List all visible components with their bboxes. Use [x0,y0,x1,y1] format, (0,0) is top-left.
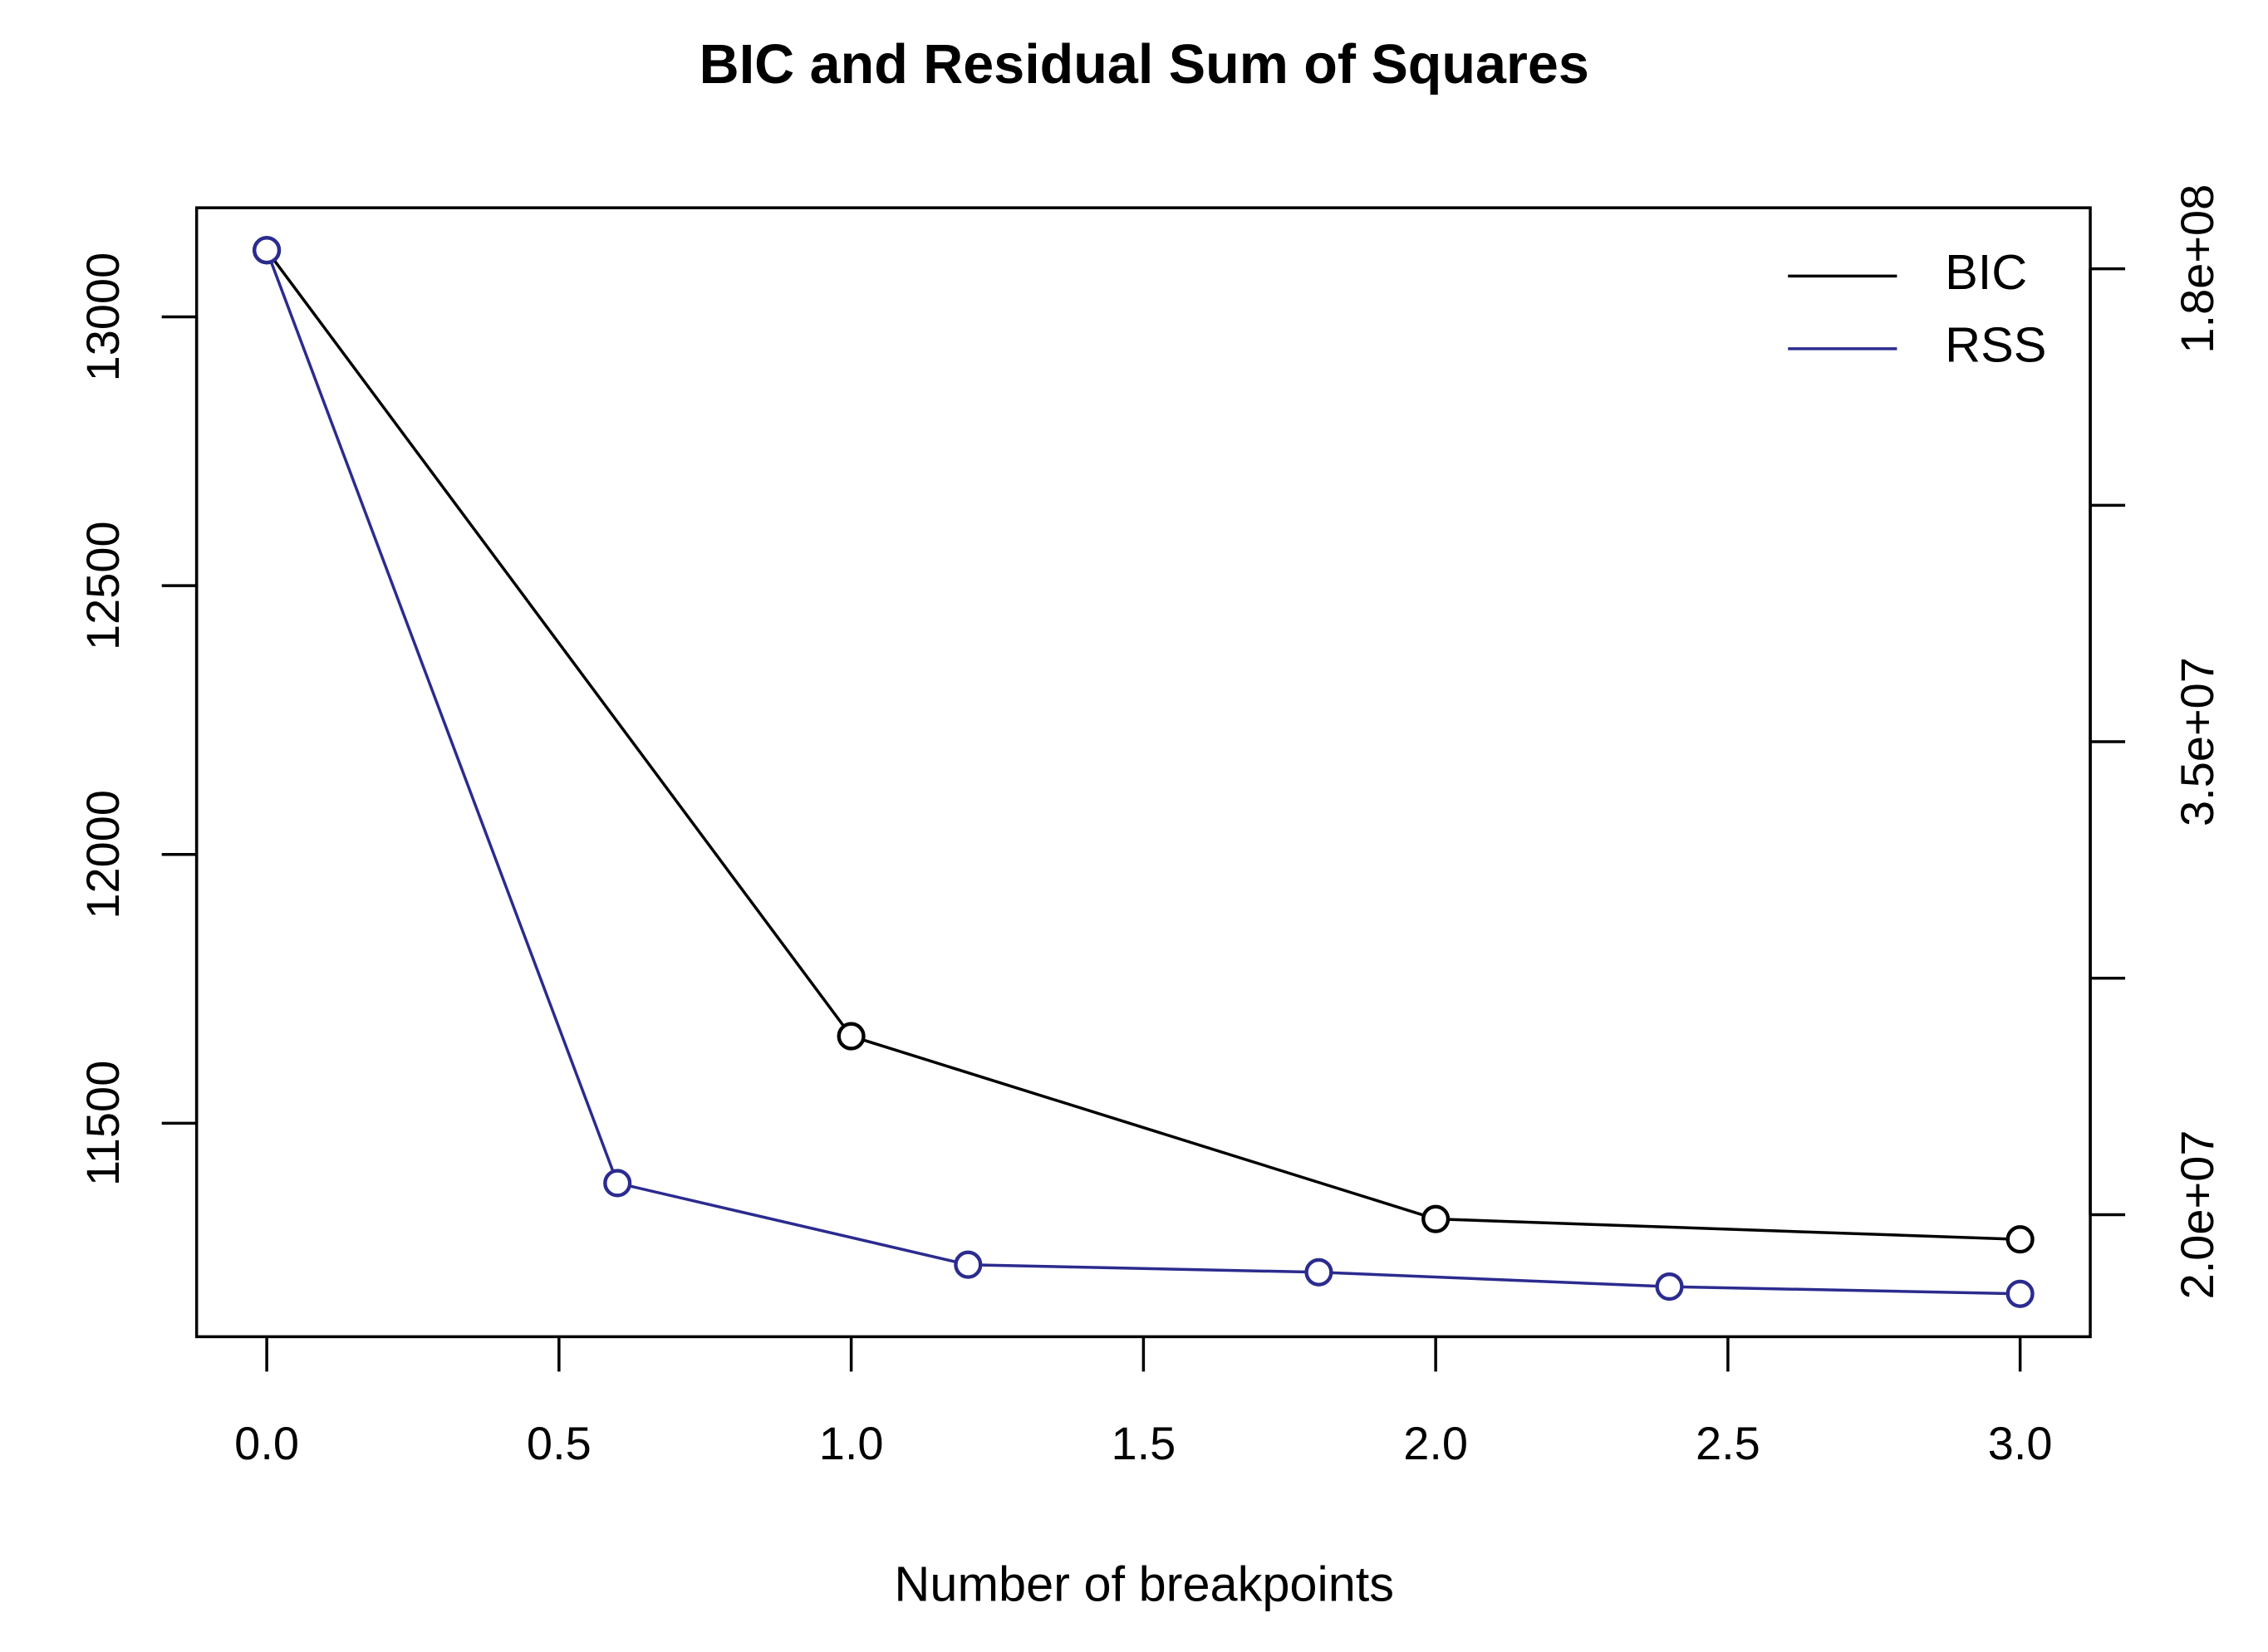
y-tick-label: 12000 [76,790,129,919]
x-tick-label: 1.0 [819,1417,884,1469]
y-tick-label: 13000 [76,252,129,382]
x-tick-label: 3.0 [1988,1417,2053,1469]
x-tick-label: 1.5 [1111,1417,1176,1469]
data-point [954,1250,983,1279]
data-point [1655,1272,1684,1302]
data-point [603,1169,632,1198]
data-point [837,1022,866,1051]
legend-label: RSS [1945,317,2046,373]
y2-tick-label: 3.5e+07 [2171,657,2223,826]
y2-tick-label: 2.0e+07 [2171,1130,2223,1300]
series-line [265,249,2020,1241]
x-axis-label: Number of breakpoints [894,1556,1394,1612]
y-tick-label: 11500 [76,1061,129,1186]
y-tick-label: 12500 [76,521,129,650]
data-point [253,236,282,265]
x-tick-label: 0.0 [234,1417,299,1469]
x-tick-label: 2.5 [1696,1417,1760,1469]
legend-label: BIC [1945,244,2027,300]
data-point [1304,1257,1333,1287]
data-point [1421,1204,1451,1233]
data-point [2005,1279,2035,1308]
x-tick-label: 2.0 [1403,1417,1468,1469]
chart-title: BIC and Residual Sum of Squares [700,34,1589,96]
data-point [2005,1225,2035,1254]
x-tick-label: 0.5 [527,1417,592,1469]
y2-tick-label: 1.8e+08 [2171,184,2223,354]
series-line [265,249,2020,1296]
